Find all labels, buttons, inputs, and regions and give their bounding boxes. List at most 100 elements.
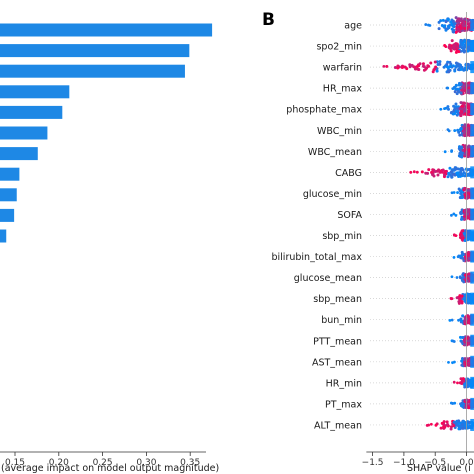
shap-point xyxy=(431,70,435,74)
shap-point xyxy=(462,217,466,221)
feature-label-sbp_min: sbp_min xyxy=(322,231,362,242)
shap-point xyxy=(449,170,453,174)
shap-point xyxy=(459,151,463,155)
shap-point xyxy=(461,195,465,199)
shap-point xyxy=(467,144,471,148)
shap-point xyxy=(445,86,449,90)
shap-point xyxy=(466,90,470,94)
shap-point xyxy=(463,134,467,138)
shap-point xyxy=(459,40,463,44)
shap-point xyxy=(461,272,465,276)
shap-point xyxy=(459,101,463,105)
shap-point xyxy=(393,65,397,69)
shap-point xyxy=(463,238,467,242)
shap-point xyxy=(454,102,458,106)
shap-point xyxy=(465,295,469,299)
shap-point xyxy=(459,211,463,215)
shap-point xyxy=(462,280,466,284)
shap-point xyxy=(457,301,461,305)
shap-point xyxy=(461,426,465,430)
shap-point xyxy=(462,46,466,50)
shap-density-bun_min xyxy=(470,313,474,326)
shap-point xyxy=(441,168,445,172)
shap-point xyxy=(452,104,456,108)
shap-point xyxy=(455,64,459,68)
shap-point xyxy=(446,128,450,132)
shap-point xyxy=(456,68,460,72)
shap-point xyxy=(457,318,460,322)
panel-b-shap-beeswarm: B age spo2_min warfarin HR_max phosphate_max… xyxy=(262,10,474,474)
shap-density-SOFA xyxy=(470,208,474,221)
feature-label-glucose_mean: glucose_mean xyxy=(294,273,362,284)
shap-point xyxy=(450,275,454,279)
shap-point xyxy=(462,130,466,134)
feature-label-bun_min: bun_min xyxy=(321,315,362,326)
shap-point xyxy=(435,69,439,73)
shap-point xyxy=(424,23,428,26)
feature-label-spo2_min: spo2_min xyxy=(316,42,362,53)
feature-label-warfarin: warfarin xyxy=(323,63,362,74)
shap-point xyxy=(460,229,464,233)
shap-point xyxy=(431,168,435,172)
shap-point xyxy=(455,276,459,279)
shap-point xyxy=(440,170,444,174)
shap-point xyxy=(447,45,451,49)
shap-point xyxy=(429,422,433,426)
shap-point xyxy=(459,404,463,408)
shap-point xyxy=(444,64,448,68)
shap-point xyxy=(457,130,461,134)
shap-point xyxy=(452,168,456,172)
shap-point xyxy=(462,420,466,424)
shap-density-bilirubin_total_max xyxy=(470,250,474,263)
panel-a-tick-label: 0.35 xyxy=(180,458,200,468)
shap-point xyxy=(447,360,450,364)
shap-point xyxy=(437,27,441,31)
shap-point xyxy=(385,64,389,68)
shap-point xyxy=(467,105,471,109)
shap-point xyxy=(459,17,463,21)
shap-point xyxy=(458,148,462,152)
shap-point xyxy=(463,383,467,387)
shap-point xyxy=(465,168,469,172)
feature-label-PT_max: PT_max xyxy=(325,399,362,410)
shap-density-PTT_mean xyxy=(470,334,474,347)
shap-point xyxy=(459,26,463,30)
shap-point xyxy=(452,420,456,424)
shap-point xyxy=(462,68,466,72)
shap-point xyxy=(446,105,450,109)
feature-labels: age spo2_min warfarin HR_max phosphate_max WB… xyxy=(272,21,363,432)
shap-point xyxy=(467,406,471,410)
shap-point xyxy=(464,318,468,322)
panel-a-x-ticks: 0.15 0.20 0.25 0.30 0.35 xyxy=(5,452,200,468)
shap-point xyxy=(467,45,471,49)
shap-point xyxy=(458,145,462,149)
shap-point xyxy=(463,273,467,277)
shap-point xyxy=(452,256,456,259)
bar-WBC_min xyxy=(0,126,48,140)
shap-point xyxy=(449,49,453,53)
shap-point xyxy=(449,427,453,431)
panel-b-tick-label: −0.5 xyxy=(424,458,446,468)
panel-a-tick-label: 0.30 xyxy=(136,458,156,468)
bar-CABG xyxy=(0,167,20,181)
shap-point xyxy=(465,174,469,178)
shap-point xyxy=(459,172,463,176)
panel-b-tick-label: −1.5 xyxy=(362,458,384,468)
shap-point xyxy=(446,18,450,22)
bar-age xyxy=(0,23,213,37)
feature-label-SOFA: SOFA xyxy=(337,210,362,221)
shap-point xyxy=(461,23,465,27)
shap-point xyxy=(409,170,413,174)
feature-label-HR_max: HR_max xyxy=(323,84,363,95)
shap-point xyxy=(446,107,450,111)
shap-point xyxy=(454,213,458,217)
shap-density-glucose_min xyxy=(470,187,474,200)
shap-point xyxy=(459,299,463,303)
shap-point xyxy=(443,173,447,177)
shap-point xyxy=(455,171,459,175)
shap-point xyxy=(460,256,464,260)
shap-point xyxy=(460,167,464,171)
shap-point xyxy=(434,423,438,427)
shap-density-HR_max xyxy=(470,82,474,95)
shap-point xyxy=(466,128,470,132)
